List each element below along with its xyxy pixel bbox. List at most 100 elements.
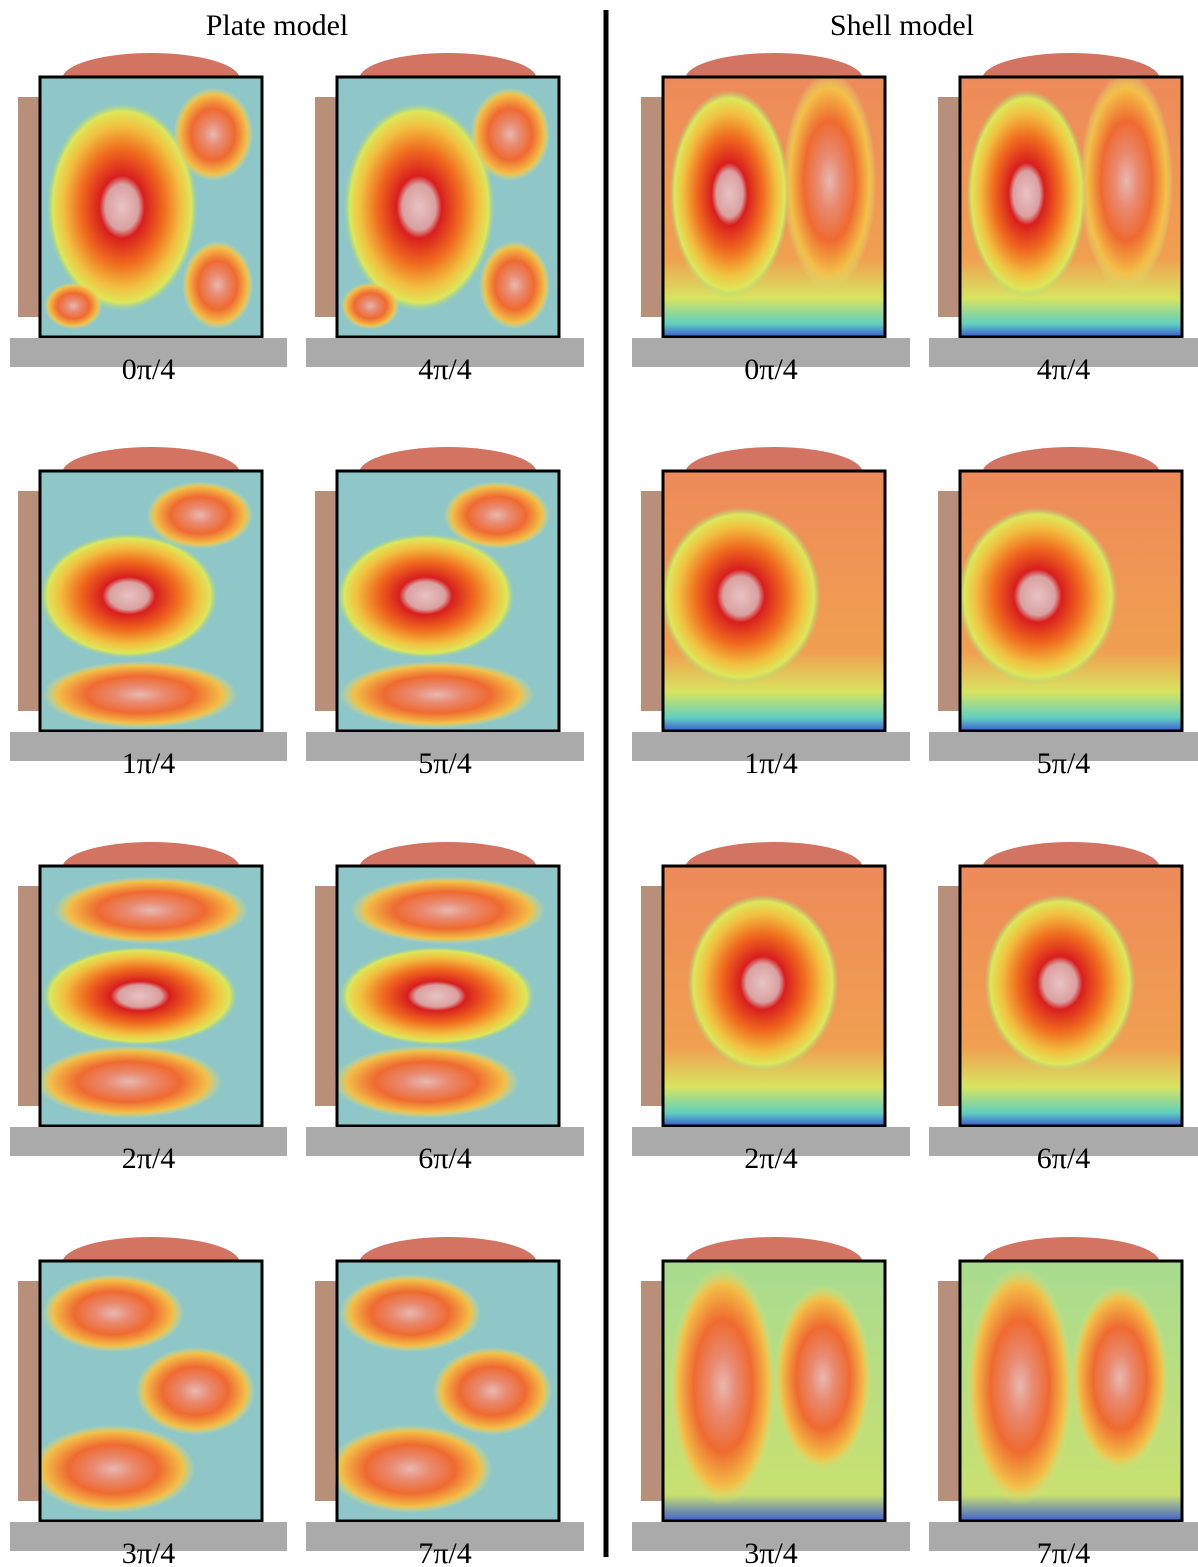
field — [333, 866, 559, 1126]
field — [960, 866, 1182, 1126]
lobe — [967, 1266, 1074, 1505]
figure: Plate model Shell model 0π/4 4π/4 1π/4 5π/4… — [0, 0, 1198, 1567]
side-band — [938, 886, 960, 1106]
panel: 2π/4 — [10, 842, 287, 1175]
lobe — [42, 1274, 184, 1352]
lobe — [182, 241, 253, 329]
lobe — [432, 1347, 552, 1435]
lobe — [339, 661, 534, 729]
lobe — [1080, 72, 1173, 290]
side-band — [315, 886, 337, 1106]
phase-label: 2π/4 — [122, 1142, 175, 1175]
page: {"headers": {"plate": "Plate model", "sh… — [0, 0, 1198, 1567]
lobe — [42, 947, 237, 1046]
phase-label: 7π/4 — [1037, 1537, 1090, 1567]
phase-label: 5π/4 — [1037, 747, 1090, 780]
panel: 3π/4 — [10, 1237, 287, 1567]
side-band — [938, 97, 960, 317]
shell-header: Shell model — [830, 9, 974, 42]
side-band — [315, 1281, 337, 1501]
lobe — [470, 87, 550, 181]
phase-label: 7π/4 — [418, 1537, 471, 1567]
panel: 7π/4 — [929, 1237, 1198, 1567]
panel: 7π/4 — [306, 1237, 584, 1567]
side-band — [18, 491, 40, 711]
lobe — [444, 481, 551, 549]
phase-label: 6π/4 — [1037, 1142, 1090, 1175]
side-band — [18, 1281, 40, 1501]
lobe — [135, 1347, 255, 1435]
lobe — [328, 1425, 492, 1513]
lobe — [31, 1425, 195, 1513]
panel: 5π/4 — [306, 447, 584, 780]
panel: 1π/4 — [632, 447, 910, 780]
lobe — [670, 90, 790, 298]
panel: 0π/4 — [10, 53, 287, 386]
side-band — [18, 886, 40, 1106]
field — [40, 471, 262, 731]
side-band — [641, 1281, 663, 1501]
phase-label: 6π/4 — [418, 1142, 471, 1175]
field — [36, 866, 262, 1126]
lobe — [333, 1045, 519, 1118]
panel: 0π/4 — [632, 53, 910, 386]
panel: 6π/4 — [306, 842, 584, 1175]
phase-label: 0π/4 — [122, 353, 175, 386]
panel: 3π/4 — [632, 1237, 910, 1567]
field — [40, 77, 262, 337]
phase-label: 3π/4 — [122, 1537, 175, 1567]
field — [960, 72, 1182, 337]
lobe — [774, 1284, 872, 1471]
lobe — [958, 507, 1118, 684]
lobe — [670, 1266, 777, 1505]
field — [663, 1261, 885, 1521]
lobe — [1071, 1284, 1169, 1471]
field — [958, 471, 1182, 731]
lobe — [783, 72, 876, 290]
phase-label: 2π/4 — [744, 1142, 797, 1175]
panel: 5π/4 — [929, 447, 1198, 780]
lobe — [337, 533, 515, 658]
panel: 2π/4 — [632, 842, 910, 1175]
lobe — [40, 533, 218, 658]
panel: 4π/4 — [306, 53, 584, 386]
side-band — [18, 97, 40, 317]
field — [328, 1261, 559, 1521]
side-band — [641, 491, 663, 711]
field — [661, 471, 885, 731]
phase-label: 1π/4 — [122, 747, 175, 780]
side-band — [641, 886, 663, 1106]
lobe — [661, 507, 821, 684]
phase-label: 5π/4 — [418, 747, 471, 780]
lobe — [350, 876, 545, 944]
lobe — [479, 241, 550, 329]
panel: 4π/4 — [929, 53, 1198, 386]
side-band — [938, 491, 960, 711]
side-band — [315, 97, 337, 317]
phase-label: 3π/4 — [744, 1537, 797, 1567]
phase-label: 0π/4 — [744, 353, 797, 386]
field — [337, 77, 559, 337]
lobe — [339, 947, 534, 1046]
field — [337, 471, 559, 731]
lobe — [173, 87, 253, 181]
lobe — [984, 895, 1135, 1072]
field — [960, 1261, 1182, 1521]
side-band — [315, 491, 337, 711]
field — [663, 866, 885, 1126]
lobe — [341, 282, 399, 329]
phase-label: 4π/4 — [1037, 353, 1090, 386]
lobe — [36, 1045, 222, 1118]
panel: 1π/4 — [10, 447, 287, 780]
lobe — [147, 481, 254, 549]
lobe — [42, 661, 237, 729]
field — [31, 1261, 262, 1521]
side-band — [938, 1281, 960, 1501]
lobe — [53, 876, 248, 944]
lobe — [967, 90, 1087, 298]
lobe — [687, 895, 838, 1072]
panel: 6π/4 — [929, 842, 1198, 1175]
plate-header: Plate model — [206, 9, 348, 42]
phase-label: 4π/4 — [418, 353, 471, 386]
phase-label: 1π/4 — [744, 747, 797, 780]
